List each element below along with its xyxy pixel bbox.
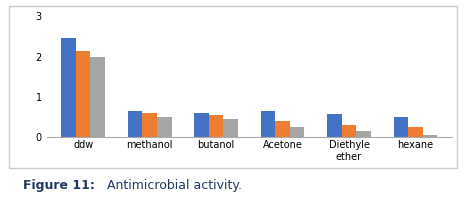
Bar bbox=[356, 131, 371, 137]
Bar bbox=[209, 115, 223, 137]
Bar bbox=[194, 113, 209, 137]
Bar bbox=[342, 125, 356, 137]
Bar bbox=[76, 50, 90, 137]
Bar bbox=[157, 117, 171, 137]
Bar bbox=[142, 113, 157, 137]
Bar bbox=[61, 38, 76, 137]
Bar bbox=[423, 135, 438, 137]
Bar bbox=[393, 117, 408, 137]
Text: Antimicrobial activity.: Antimicrobial activity. bbox=[103, 179, 241, 192]
Bar bbox=[408, 127, 423, 137]
Bar bbox=[327, 114, 342, 137]
Bar bbox=[275, 121, 290, 137]
Bar bbox=[90, 57, 105, 137]
Bar bbox=[128, 111, 142, 137]
Text: Figure 11:: Figure 11: bbox=[23, 179, 95, 192]
Bar bbox=[260, 111, 275, 137]
Bar bbox=[290, 127, 304, 137]
Bar bbox=[223, 119, 238, 137]
